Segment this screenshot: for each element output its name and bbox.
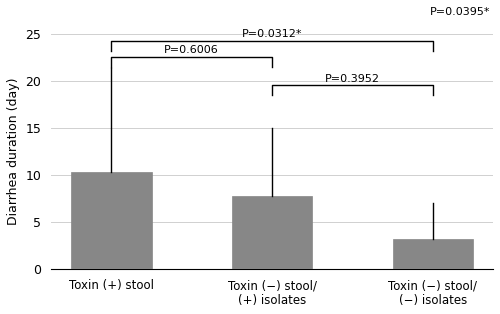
Bar (232, 196, 312, 269)
Text: P=0.6006: P=0.6006 (164, 45, 219, 55)
Y-axis label: Diarrhea duration (day): Diarrhea duration (day) (7, 78, 20, 225)
Text: P=0.0395*: P=0.0395* (430, 7, 490, 17)
Bar (392, 239, 473, 269)
Text: P=0.3952: P=0.3952 (325, 73, 380, 84)
Text: P=0.0312*: P=0.0312* (242, 29, 302, 39)
Bar (71, 172, 152, 269)
